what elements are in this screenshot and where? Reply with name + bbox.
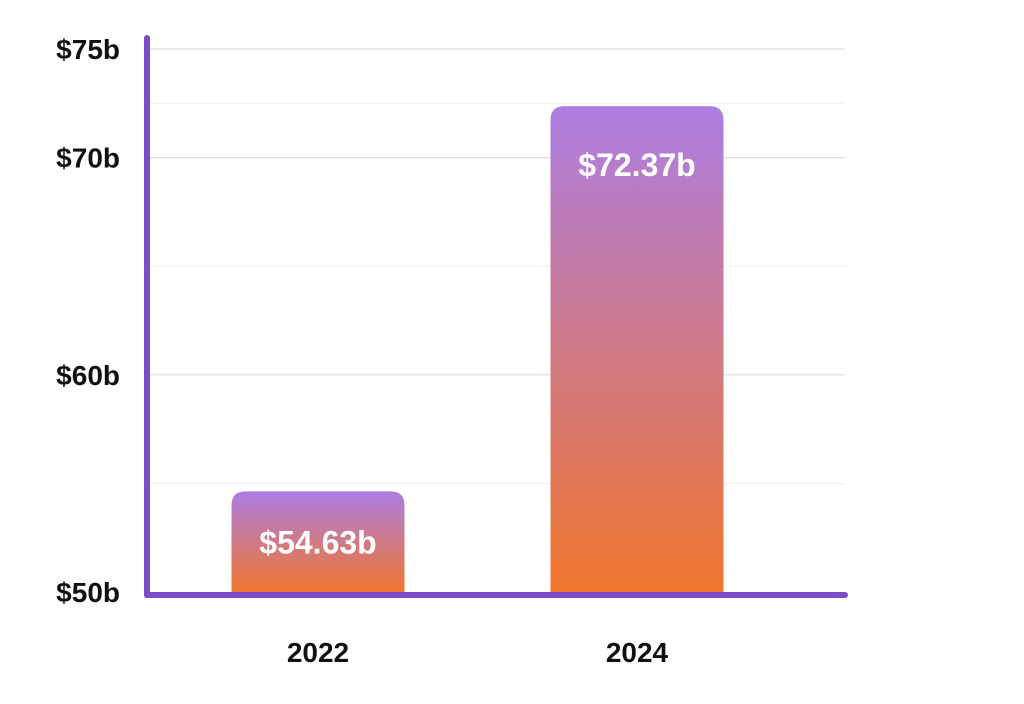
x-tick-label: 2022 xyxy=(287,637,349,668)
data-label-2022: $54.63b xyxy=(259,525,376,561)
data-label-2024: $72.37b xyxy=(578,147,695,183)
bars xyxy=(231,106,724,592)
y-tick-label: $75b xyxy=(56,34,120,65)
labels: $54.63b 2022 $72.37b 2024 $50b $60b $70b $75b xyxy=(56,34,696,668)
grid-lines xyxy=(147,48,845,484)
bar-2024 xyxy=(550,106,724,592)
bar-2022 xyxy=(231,491,405,592)
axes xyxy=(144,35,848,598)
y-tick-label: $60b xyxy=(56,360,120,391)
y-tick-label: $50b xyxy=(56,577,120,608)
x-tick-label: 2024 xyxy=(606,637,669,668)
y-tick-label: $70b xyxy=(56,143,120,174)
